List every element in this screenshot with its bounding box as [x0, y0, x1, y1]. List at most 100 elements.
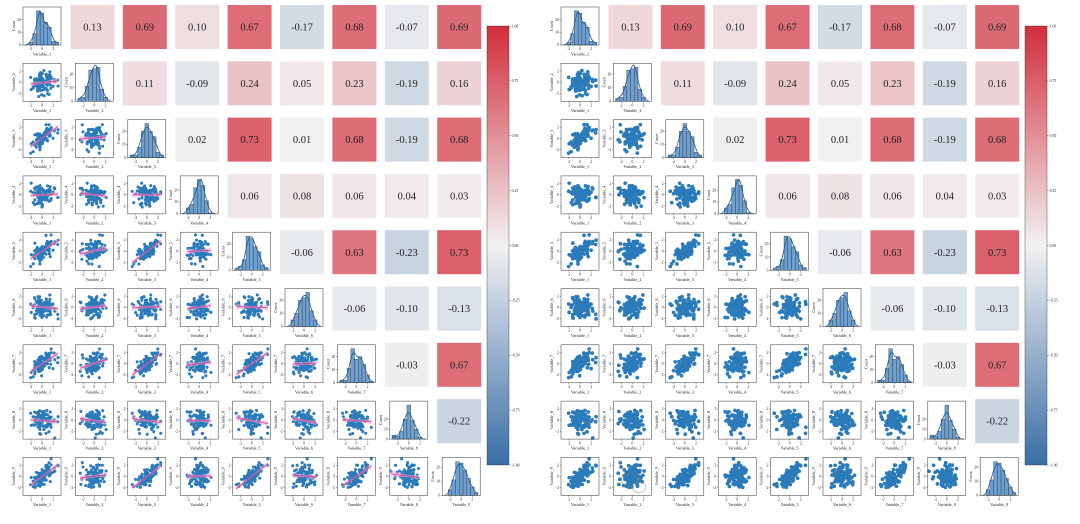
scatter-point	[38, 148, 42, 152]
scatter-point	[144, 255, 148, 259]
y-axis-label: Variable_6	[116, 298, 121, 316]
scatter-point	[84, 202, 89, 206]
y-axis-label: Count	[325, 358, 330, 369]
x-axis-label: Variable_7	[347, 502, 365, 507]
x-tick-label: 2	[209, 441, 211, 445]
x-axis-label: Variable_4	[190, 333, 209, 338]
y-axis-label: Variable_8	[116, 411, 121, 429]
y-tick-label: 2	[71, 295, 73, 299]
x-axis-label: Variable_1	[33, 221, 51, 226]
scatter-point	[80, 257, 84, 261]
scatter-point	[79, 409, 83, 413]
scatter-point	[193, 457, 198, 461]
scatter-point	[34, 247, 38, 251]
histogram-bar	[133, 154, 138, 158]
y-tick-label: 10	[17, 31, 21, 35]
scatter-point	[187, 372, 192, 376]
scatter-point	[261, 317, 265, 321]
y-axis-label: Variable_9	[378, 467, 383, 485]
scatter-point	[98, 146, 102, 150]
scatter-point	[41, 303, 46, 307]
scatter-point	[144, 357, 148, 361]
correlation-value: -0.19	[396, 135, 418, 146]
histogram-bar	[447, 489, 453, 496]
x-tick-label: 0	[408, 441, 410, 445]
x-axis-label: Variable_3	[138, 277, 156, 282]
x-tick-label: 0	[94, 216, 96, 220]
scatter-point	[34, 299, 38, 303]
scatter-point	[258, 476, 262, 480]
scatter-point	[253, 465, 257, 469]
x-tick-label: 2	[52, 329, 54, 333]
scatter-point	[577, 93, 582, 97]
scatter-point	[150, 465, 154, 469]
scatter-point	[255, 293, 259, 297]
scatter-point	[291, 485, 295, 489]
scatter-point	[305, 483, 310, 487]
scatter-point	[572, 83, 577, 87]
scatter-point	[411, 482, 415, 486]
scatter-point	[48, 188, 52, 192]
x-axis-label: Variable_6	[295, 446, 313, 451]
scatter-point	[301, 432, 305, 436]
scatter-point	[572, 145, 577, 150]
scatter-point	[89, 485, 93, 489]
scatter-point	[56, 243, 60, 247]
scatter-point	[87, 262, 91, 266]
scatter-point	[209, 310, 213, 314]
correlation-box	[227, 117, 272, 162]
correlation-value: 0.69	[988, 23, 1006, 34]
scatter-point	[89, 133, 93, 137]
scatter-point	[205, 365, 209, 369]
scatter-point	[195, 358, 199, 362]
y-tick-label: -2	[123, 373, 126, 377]
scatter-point	[192, 413, 196, 417]
scatter-point	[203, 485, 207, 489]
scatter-point	[194, 367, 198, 371]
y-tick-label: 10	[436, 480, 440, 484]
x-tick-label: -2	[449, 498, 452, 502]
x-tick-label: 2	[209, 498, 211, 502]
x-axis-label: Variable_2	[85, 108, 103, 113]
scatter-point	[40, 313, 44, 317]
y-axis-label: Variable_8	[273, 411, 278, 429]
y-tick-label: 0	[176, 418, 178, 422]
x-tick-label: 2	[52, 47, 54, 51]
x-axis-label: Variable_3	[138, 164, 156, 169]
x-tick-label: 2	[209, 216, 211, 220]
scatter-point	[44, 351, 48, 355]
scatter-point	[306, 425, 310, 429]
scatter-point	[93, 470, 97, 474]
scatter-point	[78, 422, 82, 426]
scatter-point	[95, 463, 99, 467]
scatter-point	[197, 465, 201, 469]
scatter-point	[87, 375, 91, 379]
histogram-bar	[313, 319, 318, 327]
y-tick-label: -2	[18, 261, 21, 265]
scatter-point	[593, 131, 598, 135]
scatter-point	[197, 351, 201, 355]
x-tick-label: -2	[82, 329, 85, 333]
scatter-point	[198, 259, 202, 263]
scatter-point	[363, 461, 367, 465]
x-axis-label: Variable_3	[138, 502, 156, 507]
y-tick-label: 2	[333, 407, 335, 411]
scatter-point	[44, 233, 48, 237]
scatter-point	[43, 424, 47, 428]
scatter-point	[154, 317, 158, 321]
x-tick-label: -2	[291, 441, 294, 445]
y-axis-label: Variable_9	[221, 467, 226, 485]
scatter-point	[302, 414, 306, 418]
correlation-cell: -0.03	[384, 342, 429, 387]
y-tick-label: -2	[385, 486, 388, 490]
y-tick-label: 20	[555, 18, 559, 22]
x-axis-label: Variable_5	[243, 277, 261, 282]
scatter-point	[137, 427, 141, 432]
scatter-point	[40, 251, 44, 255]
scatter-point	[187, 482, 192, 486]
scatter-point	[291, 464, 295, 468]
y-tick-label: 10	[384, 427, 388, 431]
scatter-point	[40, 196, 44, 200]
